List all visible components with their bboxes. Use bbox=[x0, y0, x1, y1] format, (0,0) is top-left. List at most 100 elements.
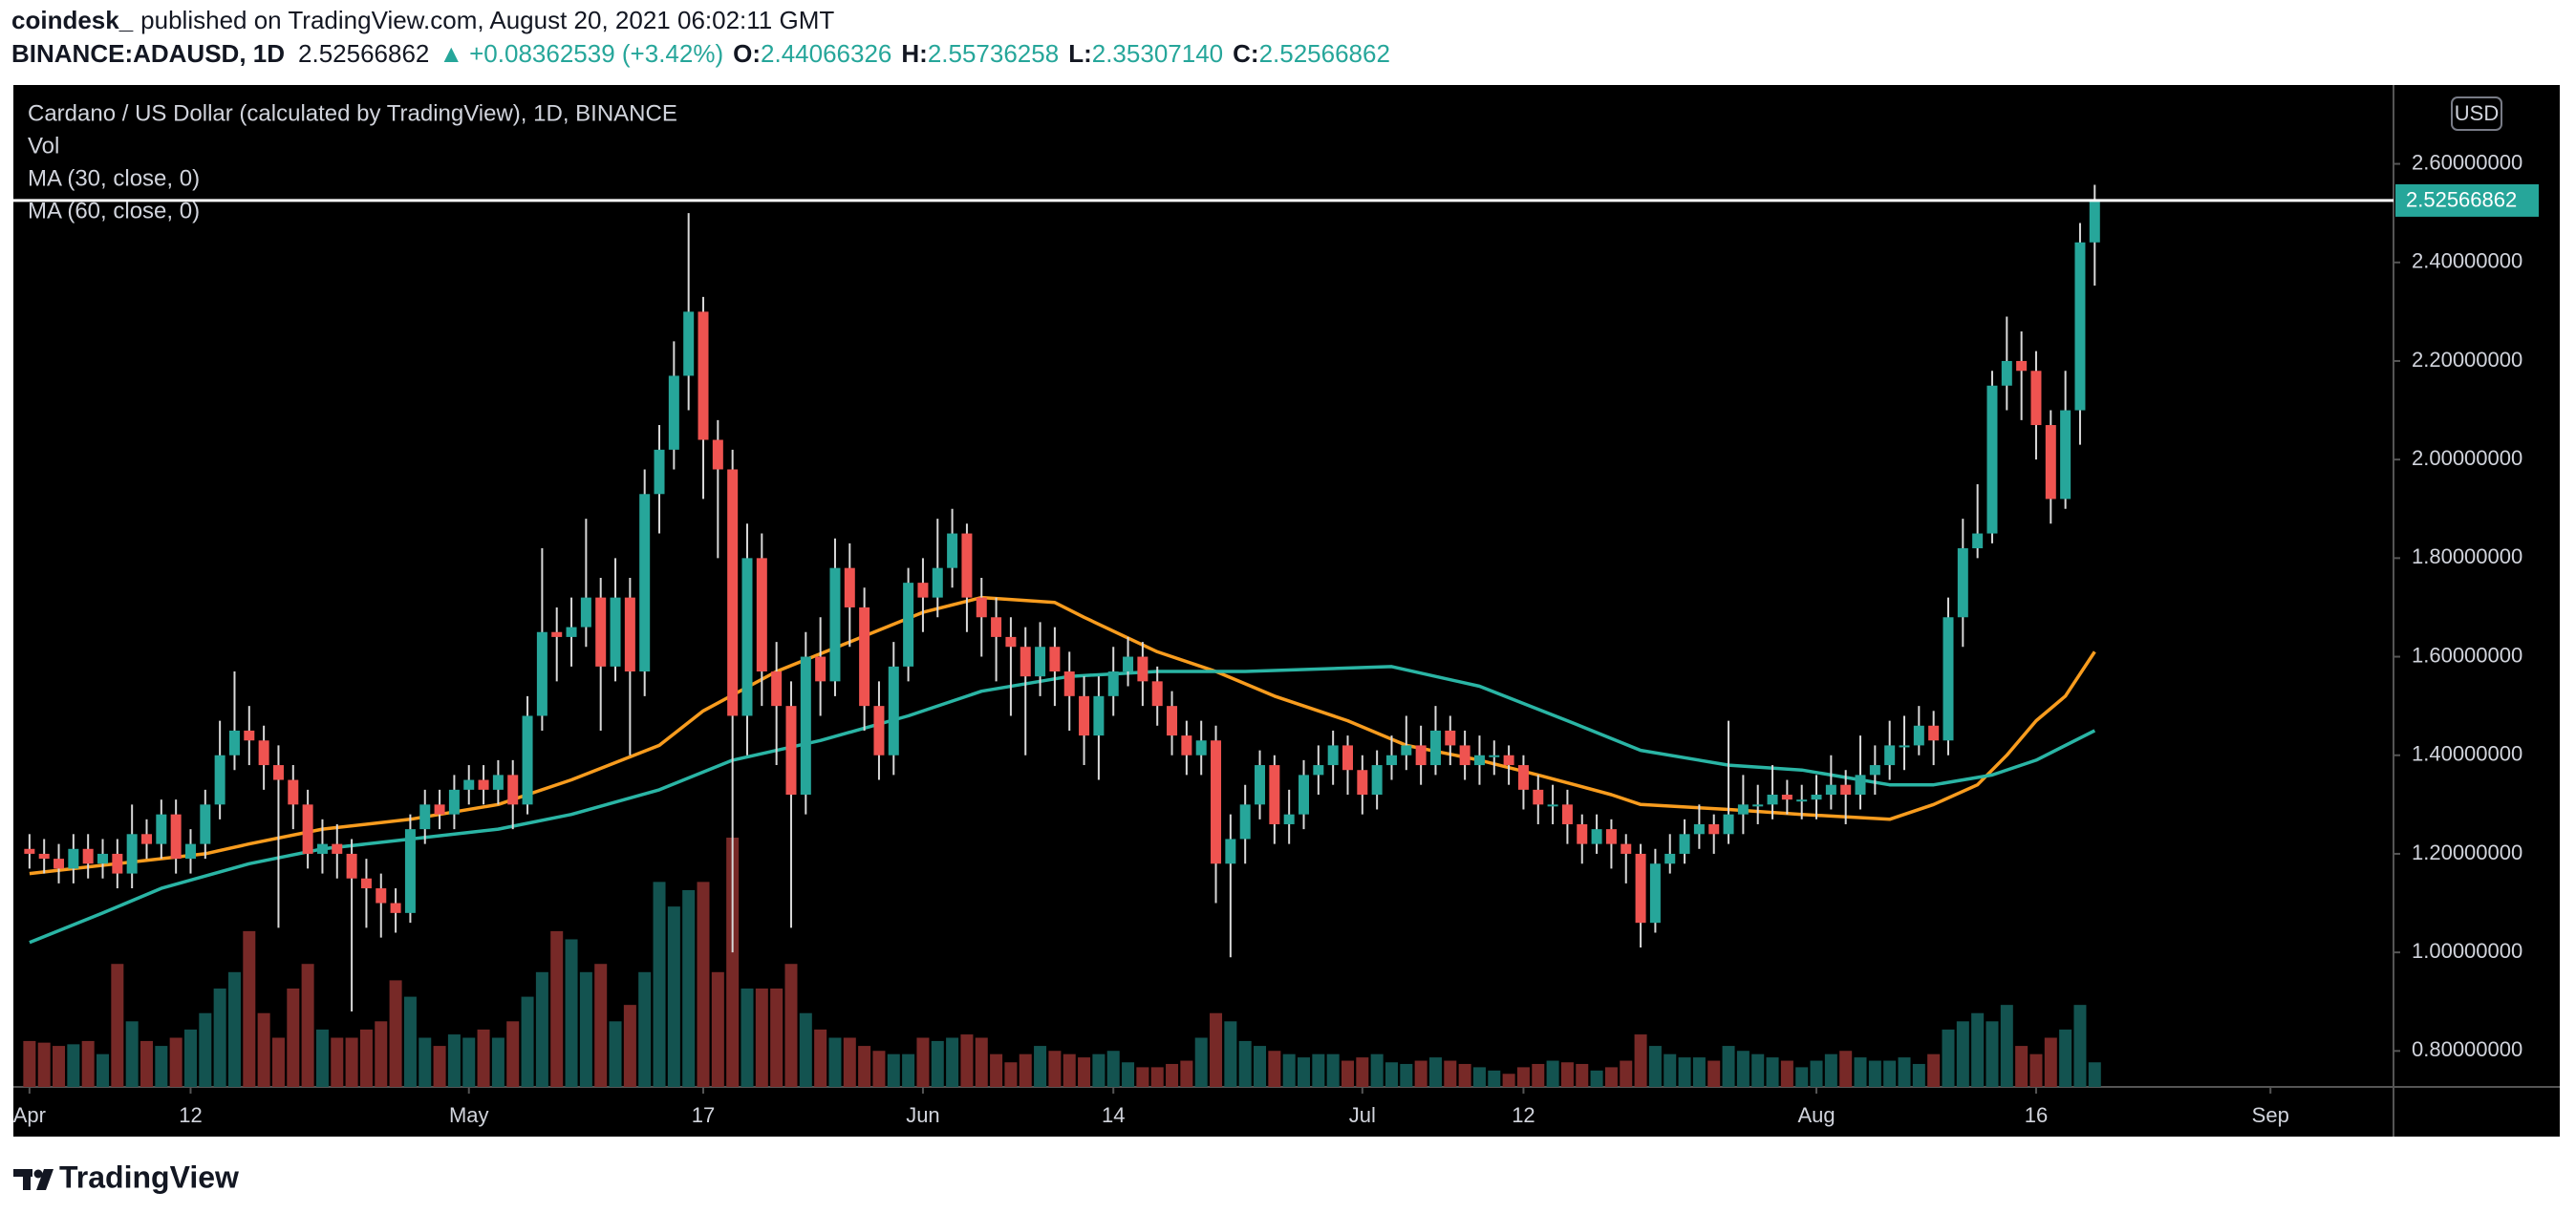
volume-bar bbox=[419, 1037, 432, 1087]
volume-bar bbox=[243, 930, 256, 1087]
candle-body bbox=[1986, 385, 1998, 534]
candle-body bbox=[404, 829, 416, 913]
candle-body bbox=[1855, 775, 1866, 796]
candle-body bbox=[1972, 533, 1984, 549]
candle-body bbox=[1649, 863, 1661, 924]
volume-bar bbox=[1560, 1062, 1574, 1087]
candle-body bbox=[112, 853, 123, 874]
volume-bar bbox=[872, 1051, 886, 1087]
candle-body bbox=[1825, 784, 1836, 796]
volume-bar bbox=[1092, 1053, 1106, 1087]
candle-body bbox=[522, 715, 533, 805]
candle-body bbox=[1283, 814, 1295, 824]
candle-body bbox=[1313, 765, 1324, 776]
volume-bar bbox=[1166, 1063, 1179, 1087]
x-tick-label: Apr bbox=[13, 1103, 46, 1127]
volume-bar bbox=[1210, 1012, 1223, 1087]
candle-body bbox=[1225, 839, 1236, 864]
volume-bar bbox=[887, 1053, 900, 1087]
volume-bar bbox=[1942, 1029, 1955, 1087]
volume-bar bbox=[1868, 1060, 1881, 1087]
volume-bar bbox=[375, 1021, 388, 1087]
candle-body bbox=[184, 843, 196, 860]
volume-bar bbox=[1444, 1060, 1457, 1087]
x-tick-label: 14 bbox=[1102, 1103, 1125, 1127]
volume-bar bbox=[1150, 1067, 1164, 1087]
volume-bar bbox=[2015, 1046, 2029, 1087]
candle-body bbox=[1913, 725, 1924, 746]
volume-bar bbox=[331, 1037, 344, 1087]
candle-body bbox=[1269, 765, 1280, 824]
currency-box[interactable] bbox=[2451, 96, 2502, 131]
volume-bar bbox=[755, 988, 768, 1087]
volume-bar bbox=[1839, 1051, 1853, 1087]
candle-body bbox=[1708, 823, 1720, 835]
volume-bar bbox=[858, 1046, 871, 1087]
candle-body bbox=[1445, 730, 1456, 746]
last-price-label: 2.52566862 bbox=[2406, 188, 2517, 212]
candle-body bbox=[492, 775, 504, 790]
candle-body bbox=[551, 631, 563, 637]
candle-body bbox=[24, 848, 35, 854]
candle-body bbox=[639, 494, 651, 672]
last-price-tag bbox=[2395, 183, 2539, 217]
candle-body bbox=[200, 804, 211, 844]
y-tick-label: 2.20000000 bbox=[2412, 348, 2522, 372]
volume-bar bbox=[97, 1053, 110, 1087]
volume-bar bbox=[2088, 1062, 2101, 1087]
volume-bar bbox=[1238, 1040, 1252, 1087]
candle-body bbox=[1107, 671, 1119, 696]
candle-body bbox=[1489, 755, 1500, 757]
candle-body bbox=[434, 804, 445, 815]
candle-body bbox=[712, 439, 723, 470]
candle-body bbox=[1869, 765, 1880, 776]
candle-body bbox=[1239, 804, 1251, 840]
candle-body bbox=[1327, 745, 1339, 766]
candle-body bbox=[947, 533, 958, 568]
ohlc-label: O: bbox=[733, 39, 761, 68]
y-tick-label: 2.60000000 bbox=[2412, 150, 2522, 174]
candle-body bbox=[1503, 755, 1514, 766]
volume-bar bbox=[1122, 1062, 1135, 1087]
currency[interactable]: USD bbox=[2455, 101, 2499, 125]
volume-bar bbox=[623, 1005, 636, 1087]
candle-body bbox=[1093, 695, 1105, 736]
y-tick-label: 2.40000000 bbox=[2412, 249, 2522, 273]
candle-body bbox=[1255, 765, 1266, 805]
volume-bar bbox=[1194, 1037, 1208, 1087]
candle-body bbox=[2060, 410, 2072, 500]
volume-bar bbox=[1063, 1053, 1076, 1087]
candle-body bbox=[1591, 829, 1602, 844]
candle-body bbox=[1195, 740, 1207, 755]
candle-body bbox=[228, 730, 240, 755]
volume-bar bbox=[902, 1053, 915, 1087]
volume-bar bbox=[125, 1021, 139, 1087]
volume-bar bbox=[1472, 1067, 1486, 1087]
candle-body bbox=[1342, 745, 1353, 771]
volume-bar bbox=[1516, 1067, 1530, 1087]
volume-bar bbox=[1136, 1067, 1149, 1087]
volume-bar bbox=[1048, 1051, 1062, 1087]
candle-body bbox=[2089, 200, 2100, 243]
candle-body bbox=[316, 843, 328, 854]
candle-body bbox=[932, 567, 943, 598]
volume-bar bbox=[53, 1046, 66, 1087]
candle-body bbox=[1079, 695, 1090, 736]
volume-bar bbox=[784, 964, 798, 1087]
volume-bar bbox=[1488, 1070, 1501, 1087]
volume-bar bbox=[1532, 1063, 1545, 1087]
volume-bar bbox=[1736, 1051, 1750, 1087]
volume-bar bbox=[682, 889, 696, 1087]
candle-body bbox=[1605, 829, 1617, 844]
volume-bar bbox=[1078, 1057, 1091, 1087]
volume-bar bbox=[521, 996, 534, 1087]
volume-bar bbox=[1986, 1021, 1999, 1087]
candle-body bbox=[888, 666, 899, 755]
volume-bar bbox=[359, 1029, 373, 1087]
candle-body bbox=[1635, 853, 1646, 924]
volume-bar bbox=[1341, 1060, 1354, 1087]
x-tick-label: 12 bbox=[1512, 1103, 1535, 1127]
candle-body bbox=[1621, 843, 1632, 854]
volume-bar bbox=[1576, 1063, 1589, 1087]
volume-bar bbox=[1254, 1046, 1267, 1087]
